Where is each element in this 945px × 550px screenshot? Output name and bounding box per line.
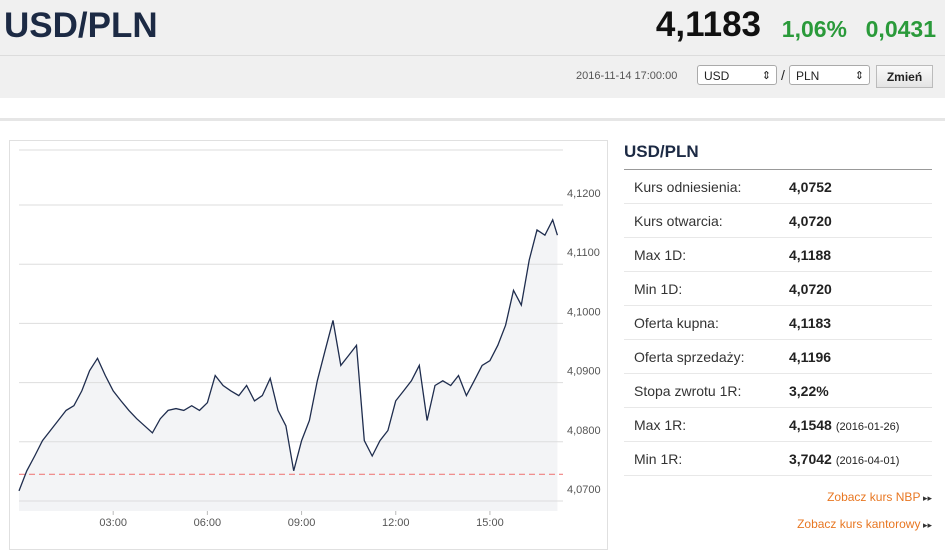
- nbp-link[interactable]: Zobacz kurs NBP: [827, 490, 932, 504]
- table-row: Max 1R: 4,1548 (2016-01-26): [624, 408, 932, 442]
- x-tick-label: 15:00: [476, 517, 504, 529]
- row-value: 3,22%: [789, 383, 829, 399]
- change: 0,0431: [865, 16, 936, 42]
- y-tick-label: 4,1000: [567, 306, 601, 318]
- y-tick-label: 4,1200: [567, 188, 601, 200]
- table-row: Min 1D: 4,0720: [624, 272, 932, 306]
- table-row: Kurs odniesienia: 4,0752: [624, 170, 932, 204]
- y-tick-label: 4,0900: [567, 366, 601, 378]
- row-value: 4,0752: [789, 179, 832, 195]
- toolbar: 2016-11-14 17:00:00 USD / PLN Zmień: [0, 56, 945, 98]
- currency-from[interactable]: USD: [697, 65, 777, 86]
- change-button[interactable]: Zmień: [876, 65, 933, 88]
- row-value: 4,1183: [789, 315, 831, 331]
- y-tick-label: 4,1100: [567, 247, 600, 259]
- info-table: USD/PLN Kurs odniesienia: 4,0752 Kurs otwa…: [624, 140, 932, 476]
- value-text: 4,1196: [789, 349, 832, 365]
- value-text: 4,0752: [789, 179, 832, 195]
- row-value: 4,0720: [789, 281, 832, 297]
- x-tick-label: 09:00: [288, 517, 316, 529]
- pair-title: USD/PLN: [4, 6, 158, 45]
- row-label: Oferta sprzedaży:: [634, 349, 745, 365]
- value-text: 4,1548: [789, 417, 832, 433]
- change-percent: 1,06%: [781, 16, 847, 42]
- value-text: 4,1183: [789, 315, 832, 331]
- row-label: Min 1R:: [634, 451, 683, 467]
- x-tick-label: 12:00: [382, 517, 410, 529]
- row-label: Max 1R:: [634, 417, 687, 433]
- row-label: Stopa zwrotu 1R:: [634, 383, 742, 399]
- table-row: Oferta kupna: 4,1183: [624, 306, 932, 340]
- row-value: 4,1548 (2016-01-26): [789, 417, 899, 433]
- table-row: Kurs otwarcia: 4,0720: [624, 204, 932, 238]
- table-row: Oferta sprzedaży: 4,1196: [624, 340, 932, 374]
- price: 4,1183: [655, 5, 761, 44]
- table-row: Stopa zwrotu 1R: 3,22%: [624, 374, 932, 408]
- row-value: 4,1188: [789, 247, 831, 263]
- row-value: 3,7042 (2016-04-01): [789, 451, 899, 467]
- value-text: 4,0720: [789, 281, 832, 297]
- table-row: Max 1D: 4,1188: [624, 238, 932, 272]
- row-label: Oferta kupna:: [634, 315, 719, 331]
- datetime: 2016-11-14 17:00:00: [576, 70, 678, 82]
- table-row: Min 1R: 3,7042 (2016-04-01): [624, 442, 932, 476]
- area-fill: [19, 219, 558, 512]
- separator: /: [781, 67, 785, 83]
- row-label: Min 1D:: [634, 281, 683, 297]
- row-value: 4,0720: [789, 213, 832, 229]
- value-text: 4,1188: [789, 247, 832, 263]
- row-label: Kurs odniesienia:: [634, 179, 742, 195]
- value-text: 4,0720: [789, 213, 832, 229]
- table-title: USD/PLN: [624, 140, 932, 170]
- currency-to[interactable]: PLN: [789, 65, 870, 86]
- row-note: (2016-01-26): [835, 421, 900, 433]
- row-label: Kurs otwarcia:: [634, 213, 723, 229]
- chart: 4,0700 4,0800 4,0900 4,1000 4,1100 4,1200 03:0…: [18, 149, 601, 529]
- x-tick-label: 03:00: [99, 517, 127, 529]
- y-tick-label: 4,0800: [567, 425, 601, 437]
- row-label: Max 1D:: [634, 247, 687, 263]
- chart-box: 4,0700 4,0800 4,0900 4,1000 4,1100 4,1200 03:0…: [9, 140, 608, 550]
- y-tick-label: 4,0700: [567, 484, 601, 496]
- row-value: 4,1196: [789, 349, 831, 365]
- x-tick-label: 06:00: [194, 517, 222, 529]
- value-text: 3,22%: [789, 383, 829, 399]
- divider: [0, 118, 945, 121]
- exchange-link[interactable]: Zobacz kurs kantorowy: [797, 517, 932, 531]
- price-line: [18, 218, 559, 492]
- value-text: 3,7042: [789, 451, 832, 467]
- row-note: (2016-04-01): [835, 455, 900, 467]
- table-rows: Kurs odniesienia: 4,0752 Kurs otwarcia: 4,0…: [624, 170, 932, 476]
- header: USD/PLN 4,1183 1,06% 0,0431: [0, 0, 945, 56]
